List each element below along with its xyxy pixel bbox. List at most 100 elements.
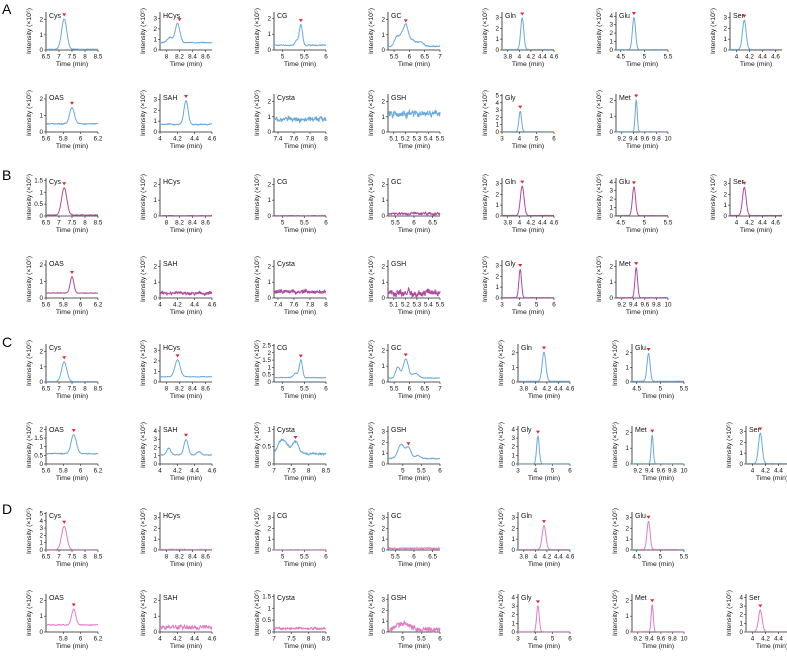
y-tick-label: 0 [625,629,629,636]
x-axis-title: Time (min) [56,61,88,68]
y-tick-label: 0 [381,461,385,468]
y-axis-title: Intensity (×10⁵) [612,508,619,554]
y-tick-label: 1 [267,536,271,543]
trace-line [159,214,213,217]
y-tick-label: 0.5 [262,444,271,451]
x-tick-label: 8 [307,636,311,643]
x-tick-label: 4.2 [761,468,770,475]
x-axis-title: Time (min) [398,643,430,650]
compound-label: Cysta [277,261,295,268]
panel-letter-B: B [2,167,11,183]
y-axis-title: Intensity (×10⁵) [140,590,147,636]
x-axis-title: Time (min) [284,61,316,68]
peak-marker-icon [70,271,74,275]
peak-marker-icon [70,101,74,105]
y-tick-label: 4 [39,518,43,525]
x-axis-title: Time (min) [756,475,787,482]
y-axis-title: Intensity (×10⁵) [498,508,505,554]
y-axis-title: Intensity (×10⁵) [254,590,261,636]
x-tick-label: 5.5 [417,468,426,475]
y-tick-label: 3 [495,262,499,269]
x-axis-title: Time (min) [170,61,202,68]
y-axis-title: Intensity (×10⁵) [140,174,147,220]
x-tick-label: 4 [751,468,755,475]
x-tick-label: 3.8 [503,54,512,61]
y-axis-title: Intensity (×10⁵) [710,174,717,220]
y-tick-label: 3 [381,514,385,521]
x-tick-label: 9.8 [652,302,661,309]
x-axis-title: Time (min) [626,61,658,68]
y-axis-title: Intensity (×10⁵) [368,508,375,554]
x-tick-label: 7 [57,554,61,561]
y-tick-label: 3 [153,514,157,521]
y-tick-label: 1 [267,605,271,612]
chart-b-gly: 0 1 2 3 3 4 5 6 Time (min) Intensity (×10⁵) Gly [482,256,556,316]
x-axis-title: Time (min) [512,143,544,150]
x-tick-label: 4.4 [190,636,199,643]
chart-a-cysta: 0 1 2 7.4 7.6 7.8 8 Time (min) Intensity (×10⁵) C… [254,90,328,150]
x-tick-label: 5 [551,636,555,643]
y-tick-label: 1 [609,205,613,212]
x-tick-label: 5.8 [59,468,68,475]
trace-line [615,267,669,299]
x-axis-title: Time (min) [56,561,88,568]
x-axis-title: Time (min) [170,143,202,150]
y-axis-title: Intensity (×10⁵) [596,90,603,136]
y-tick-label: 0 [267,295,271,302]
compound-label: Cys [49,179,62,186]
x-tick-label: 8 [83,386,87,393]
y-tick-label: 1 [153,368,157,375]
compound-label: HCys [163,179,181,186]
y-tick-label: 0 [153,461,157,468]
y-tick-label: 0 [495,295,499,302]
y-axis-title: Intensity (×10⁵) [140,422,147,468]
trace-line [273,288,327,295]
y-tick-label: 1 [511,620,515,627]
x-axis-title: Time (min) [626,309,658,316]
y-tick-label: 2 [39,262,43,269]
y-tick-label: 0 [39,47,43,54]
x-tick-label: 6 [552,136,556,143]
trace-line [745,609,787,633]
y-tick-label: 2 [39,349,43,356]
x-tick-label: 4.2 [173,468,182,475]
x-axis-title: Time (min) [284,227,316,234]
x-tick-label: 5.8 [59,636,68,643]
x-tick-label: 7.4 [274,302,283,309]
y-tick-label: 0 [153,129,157,136]
peak-marker-icon [650,599,655,603]
x-tick-label: 4 [158,136,162,143]
compound-label: GSH [391,95,406,102]
panel-letter-D: D [2,501,12,517]
chart-c-cys: 0 1 2 6.5 7 7.5 8 8.5 Time (min) Intensity (×10⁵)… [26,340,103,400]
compound-label: Gly [521,595,532,602]
x-tick-label: 4.4 [190,136,199,143]
y-tick-label: 1 [267,114,271,121]
compound-label: HCys [163,13,181,20]
x-tick-label: 4.4 [190,302,199,309]
compound-label: GC [391,179,402,186]
y-tick-label: 2 [381,17,385,24]
x-tick-label: 9.8 [652,136,661,143]
trace-line [631,604,685,633]
y-axis-title: Intensity (×10⁵) [482,90,489,136]
x-axis-title: Time (min) [56,309,88,316]
x-tick-label: 6 [324,386,328,393]
y-tick-label: 3 [739,428,743,435]
y-tick-label: 2 [267,263,271,270]
y-axis-title: Intensity (×10⁵) [368,340,375,386]
y-tick-label: 2 [739,439,743,446]
chart-b-gln: 0 1 2 3 3.8 4 4.2 4.4 4.6 Time (min) Intensity (×1… [482,174,559,234]
y-axis-title: Intensity (×10⁵) [482,8,489,54]
x-axis-title: Time (min) [528,393,560,400]
x-tick-label: 5.5 [664,54,673,61]
x-tick-label: 8 [165,386,169,393]
y-tick-label: 0 [739,461,743,468]
x-tick-label: 8.5 [94,386,103,393]
x-tick-label: 4.2 [527,54,536,61]
x-axis-title: Time (min) [528,475,560,482]
x-tick-label: 5.8 [59,302,68,309]
